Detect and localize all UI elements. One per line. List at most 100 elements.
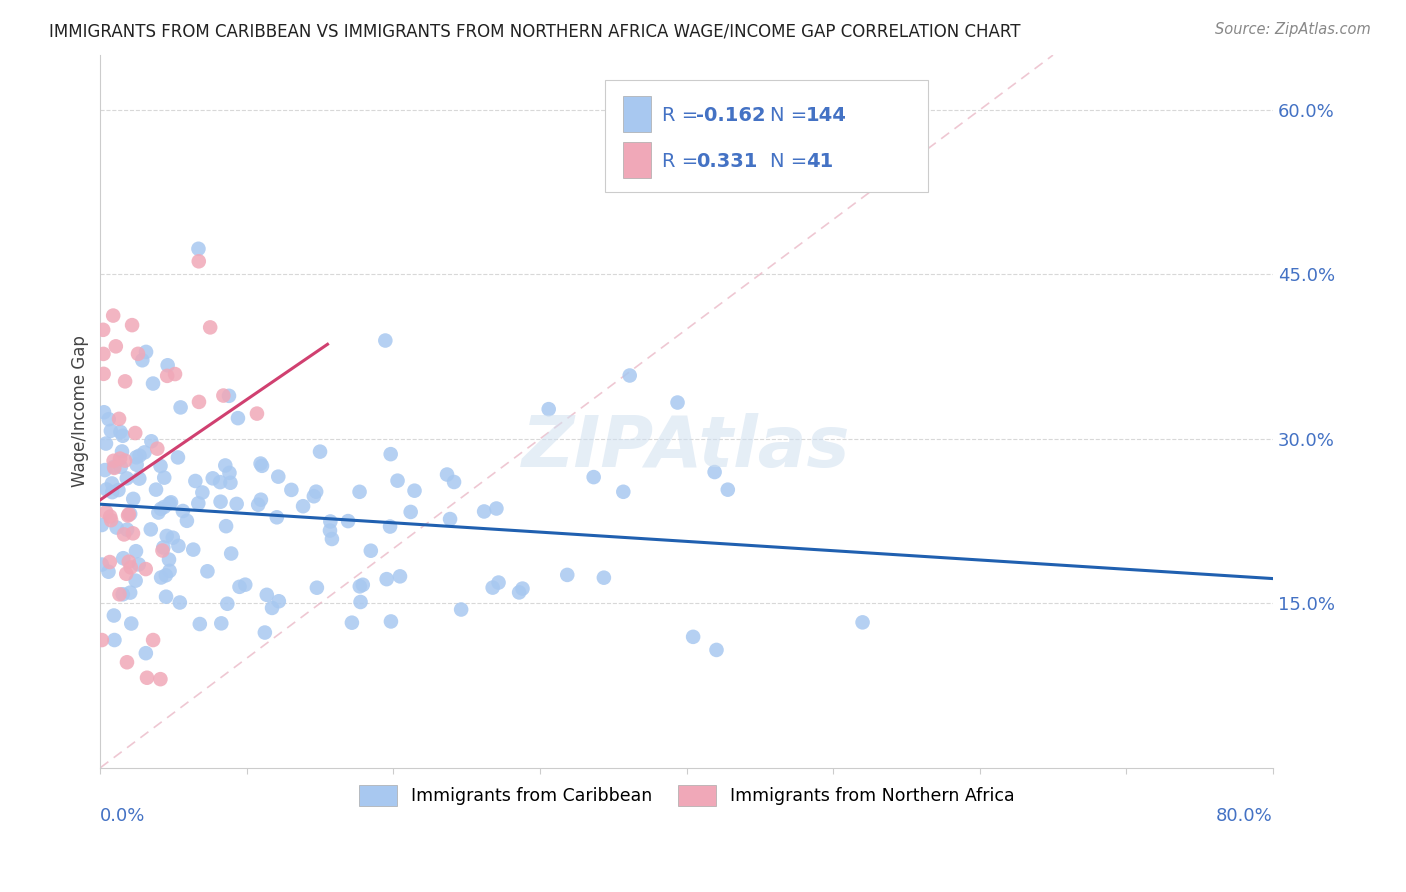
- Point: [612, 484, 634, 499]
- Point: [96, 505, 118, 519]
- Text: 41: 41: [806, 153, 832, 171]
- Point: [349, 595, 371, 609]
- Text: 0.0%: 0.0%: [100, 807, 146, 825]
- Point: [280, 483, 302, 497]
- Point: [319, 524, 342, 538]
- Point: [103, 454, 125, 468]
- Point: [214, 458, 236, 473]
- Point: [249, 457, 271, 471]
- Point: [508, 585, 530, 599]
- Point: [472, 504, 495, 518]
- Point: [219, 475, 242, 490]
- Point: [167, 450, 190, 465]
- Point: [122, 526, 145, 541]
- Point: [120, 585, 142, 599]
- Point: [187, 496, 209, 510]
- Text: R =: R =: [662, 153, 704, 171]
- Point: [124, 574, 146, 588]
- Point: [169, 401, 191, 415]
- Point: [267, 469, 290, 483]
- Point: [108, 587, 131, 601]
- Point: [380, 615, 402, 629]
- Point: [139, 522, 162, 536]
- Point: [481, 581, 503, 595]
- Point: [706, 643, 728, 657]
- Point: [135, 646, 157, 660]
- Point: [488, 575, 510, 590]
- Point: [146, 442, 169, 456]
- Point: [851, 615, 873, 630]
- Text: N =: N =: [770, 106, 814, 125]
- Point: [321, 532, 343, 546]
- Point: [228, 580, 250, 594]
- Point: [136, 671, 159, 685]
- Point: [439, 512, 461, 526]
- Point: [512, 582, 534, 596]
- Point: [399, 505, 422, 519]
- Point: [260, 601, 283, 615]
- Point: [114, 453, 136, 467]
- Point: [375, 572, 398, 586]
- Point: [187, 242, 209, 256]
- Point: [157, 552, 180, 566]
- Point: [149, 458, 172, 473]
- Point: [352, 578, 374, 592]
- Point: [387, 474, 409, 488]
- Text: Source: ZipAtlas.com: Source: ZipAtlas.com: [1215, 22, 1371, 37]
- Point: [96, 483, 118, 497]
- Point: [107, 483, 129, 497]
- Point: [101, 309, 124, 323]
- Point: [292, 500, 315, 514]
- Point: [537, 402, 560, 417]
- Point: [169, 595, 191, 609]
- Point: [93, 367, 115, 381]
- Point: [121, 318, 143, 332]
- Point: [450, 602, 472, 616]
- Point: [145, 483, 167, 497]
- Point: [127, 347, 149, 361]
- Point: [103, 461, 125, 475]
- Point: [111, 444, 134, 458]
- Point: [104, 339, 127, 353]
- Point: [188, 395, 211, 409]
- Point: [135, 562, 157, 576]
- Point: [90, 558, 112, 572]
- Point: [111, 587, 134, 601]
- Point: [209, 494, 232, 508]
- Point: [485, 501, 508, 516]
- Point: [253, 625, 276, 640]
- Point: [250, 458, 273, 473]
- Point: [167, 539, 190, 553]
- Point: [592, 571, 614, 585]
- Point: [201, 471, 224, 485]
- Point: [90, 633, 112, 648]
- Point: [120, 616, 142, 631]
- Point: [148, 506, 170, 520]
- Point: [159, 497, 181, 511]
- Point: [103, 633, 125, 648]
- Point: [380, 447, 402, 461]
- Point: [188, 617, 211, 632]
- Point: [160, 495, 183, 509]
- Point: [309, 444, 332, 458]
- Point: [197, 564, 219, 578]
- Legend: Immigrants from Caribbean, Immigrants from Northern Africa: Immigrants from Caribbean, Immigrants fr…: [352, 779, 1022, 813]
- Text: -0.162: -0.162: [696, 106, 766, 125]
- Point: [103, 459, 125, 474]
- Point: [93, 347, 115, 361]
- Y-axis label: Wage/Income Gap: Wage/Income Gap: [72, 335, 89, 487]
- Point: [155, 590, 177, 604]
- Point: [101, 485, 124, 500]
- Point: [163, 367, 186, 381]
- Point: [682, 630, 704, 644]
- Point: [176, 514, 198, 528]
- Point: [215, 519, 238, 533]
- Point: [128, 449, 150, 463]
- Point: [112, 551, 135, 566]
- Point: [98, 509, 121, 524]
- Point: [181, 542, 204, 557]
- Text: 0.331: 0.331: [696, 153, 758, 171]
- Point: [125, 450, 148, 465]
- Point: [225, 497, 247, 511]
- Point: [111, 429, 134, 443]
